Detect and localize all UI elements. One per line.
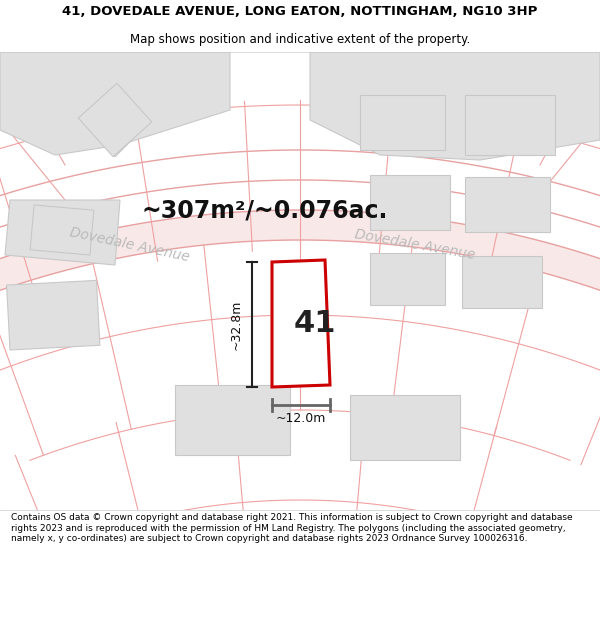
Bar (462, 256, 542, 308)
Polygon shape (78, 83, 152, 157)
Polygon shape (0, 52, 230, 155)
Text: ~12.0m: ~12.0m (276, 412, 326, 426)
Bar (465, 177, 550, 232)
Polygon shape (5, 200, 120, 265)
Polygon shape (30, 205, 94, 255)
Polygon shape (272, 260, 330, 387)
Bar (370, 253, 445, 305)
Text: Dovedale Avenue: Dovedale Avenue (69, 226, 191, 264)
Text: Dovedale Avenue: Dovedale Avenue (353, 228, 476, 262)
Text: Map shows position and indicative extent of the property.: Map shows position and indicative extent… (130, 32, 470, 46)
Polygon shape (310, 52, 600, 160)
Polygon shape (0, 210, 600, 298)
Bar (175, 385, 290, 455)
Text: 41, DOVEDALE AVENUE, LONG EATON, NOTTINGHAM, NG10 3HP: 41, DOVEDALE AVENUE, LONG EATON, NOTTING… (62, 5, 538, 18)
Bar (350, 395, 460, 460)
Bar (7, 281, 100, 350)
Text: ~307m²/~0.076ac.: ~307m²/~0.076ac. (142, 198, 388, 222)
Polygon shape (78, 83, 152, 157)
Bar (465, 95, 555, 155)
Text: ~32.8m: ~32.8m (229, 299, 242, 350)
Text: Contains OS data © Crown copyright and database right 2021. This information is : Contains OS data © Crown copyright and d… (11, 514, 572, 543)
Bar (370, 175, 450, 230)
Text: 41: 41 (293, 309, 336, 338)
Bar (360, 95, 445, 150)
